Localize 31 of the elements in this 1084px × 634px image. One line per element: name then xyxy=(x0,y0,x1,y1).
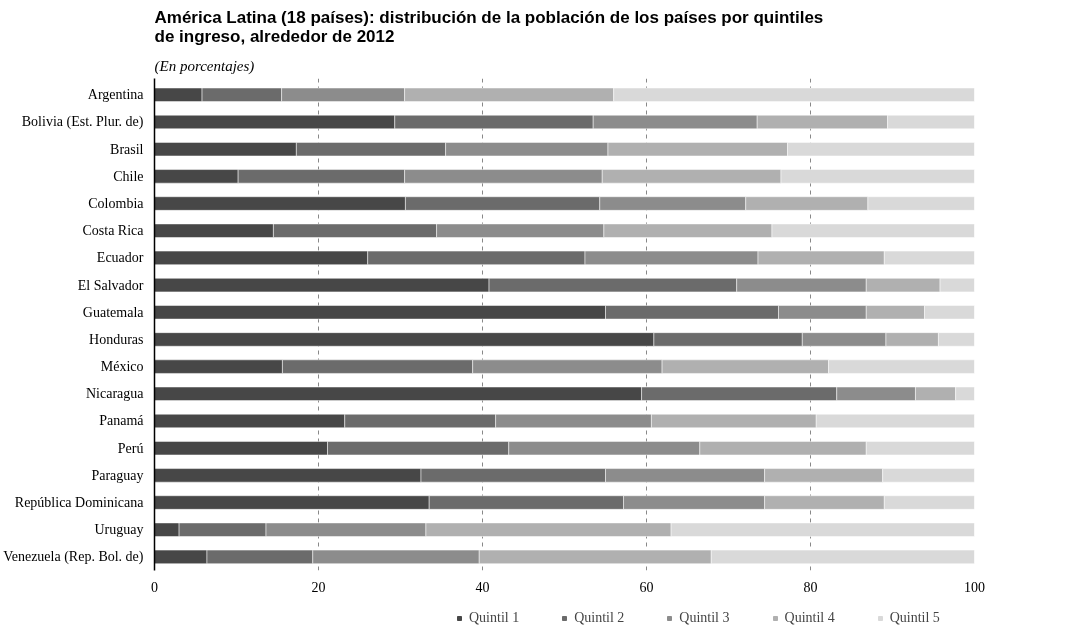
x-tick-label: 80 xyxy=(803,579,818,595)
y-tick-label: República Dominicana xyxy=(14,495,145,511)
legend-label: Quintil 1 xyxy=(469,610,520,626)
y-tick-label: México xyxy=(100,359,144,375)
x-tick-label: 100 xyxy=(964,579,985,595)
x-tick-label: 20 xyxy=(311,579,326,595)
x-tick-label: 40 xyxy=(475,579,490,595)
y-tick-label: Perú xyxy=(117,440,144,456)
y-tick-label: Honduras xyxy=(89,331,144,347)
chart-subtitle: (En porcentajes) xyxy=(154,57,255,75)
y-tick-label: Uruguay xyxy=(94,522,144,538)
y-tick-label: Venezuela (Rep. Bol. de) xyxy=(3,549,144,566)
x-tick-label: 0 xyxy=(151,579,158,595)
y-tick-label: Brasil xyxy=(110,141,144,157)
chart-title: América Latina (18 países): distribución de la población de los países por quintiles de ingreso, alrededor de 2012 xyxy=(154,7,824,46)
legend-label: Quintil 4 xyxy=(784,610,835,626)
y-tick-label: Paraguay xyxy=(91,467,144,483)
legend-label: Quintil 3 xyxy=(679,610,730,626)
x-tick-label: 60 xyxy=(639,579,654,595)
y-tick-label: Chile xyxy=(113,168,144,184)
y-tick-label: Panamá xyxy=(99,413,145,429)
y-tick-label: Guatemala xyxy=(82,304,145,320)
y-tick-label: Costa Rica xyxy=(82,223,145,239)
y-tick-label: Bolivia (Est. Plur. de) xyxy=(21,114,144,131)
legend-label: Quintil 2 xyxy=(574,610,625,626)
y-tick-label: Nicaragua xyxy=(85,386,145,402)
y-tick-label: Colombia xyxy=(88,196,145,212)
y-tick-label: Argentina xyxy=(87,87,145,103)
y-tick-label: El Salvador xyxy=(77,277,144,293)
legend-label: Quintil 5 xyxy=(889,610,940,626)
y-tick-label: Ecuador xyxy=(96,250,144,266)
